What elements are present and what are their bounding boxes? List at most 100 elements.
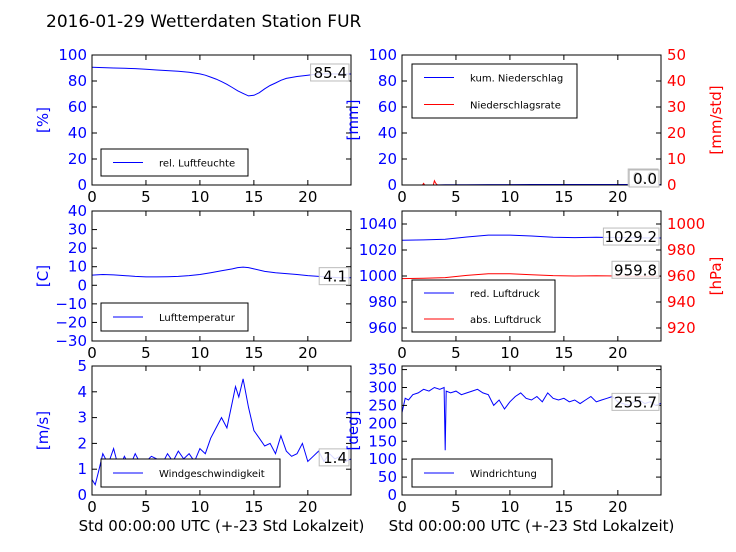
y-tick-label: 4 <box>77 383 87 401</box>
legend-entry: rel. Luftfeuchte <box>159 159 235 170</box>
y-tick-label-right: 0 <box>667 176 677 194</box>
x-tick-label: 10 <box>190 344 209 362</box>
x-tick-label: 0 <box>87 498 97 516</box>
y-tick-label: −30 <box>55 332 87 350</box>
legend-entry: abs. Luftdruck <box>470 315 541 326</box>
x-tick-label: 0 <box>87 344 97 362</box>
x-tick-label: 15 <box>244 344 263 362</box>
y-tick-label: 100 <box>368 46 397 64</box>
x-tick-label: 10 <box>190 498 209 516</box>
x-tick-label: 0 <box>397 344 407 362</box>
x-tick-label: 20 <box>608 188 627 206</box>
current-value-right: 959.8 <box>614 261 657 279</box>
y-axis-label: [mm] <box>344 100 362 141</box>
y-axis-label: [m/s] <box>34 411 52 450</box>
legend <box>100 148 249 177</box>
current-value-box <box>602 227 660 246</box>
figure-title: 2016-01-29 Wetterdaten Station FUR <box>46 12 362 32</box>
x-tick-label: 15 <box>554 344 573 362</box>
x-tick-label: 0 <box>397 498 407 516</box>
plot-frame <box>91 365 352 496</box>
x-tick-label: 20 <box>608 498 627 516</box>
y-tick-label: 300 <box>368 379 397 397</box>
x-tick-label: 20 <box>608 344 627 362</box>
y-axis-label-right: [mm/std] <box>707 85 725 154</box>
legend-entry: Windrichtung <box>470 469 537 480</box>
x-tick-label: 15 <box>554 188 573 206</box>
y-tick-label: 0 <box>77 276 87 294</box>
y-axis-label: [deg] <box>344 411 362 451</box>
y-tick-label: 1 <box>77 460 87 478</box>
legend-entry: Niederschlagsrate <box>470 101 561 112</box>
panel-wind_speed: 0 5 10 15 20 0 1 2 3 4 5 [m/s] Std 00:00:00 UTC (+-2… <box>34 357 364 535</box>
y-tick-label: 60 <box>68 98 87 116</box>
current-value-box <box>611 392 660 411</box>
x-tick-label: 5 <box>141 344 151 362</box>
y-tick-label: 20 <box>68 239 87 257</box>
x-tick-label: 15 <box>244 188 263 206</box>
y-tick-label: 3 <box>77 409 87 427</box>
x-tick-label: 10 <box>500 498 519 516</box>
panel-precipitation: 0 5 10 15 20 0 20 40 60 80 100 0 10 20 30 40 50 [mm] [mm/s… <box>344 46 725 206</box>
plot-frame <box>91 210 352 342</box>
plot-frame <box>401 365 662 496</box>
y-tick-label-right: 10 <box>667 150 686 168</box>
current-value-box <box>318 267 350 286</box>
y-tick-label: 30 <box>68 221 87 239</box>
y-tick-label: 0 <box>387 486 397 504</box>
y-tick-label: 0 <box>387 176 397 194</box>
y-tick-label: 1020 <box>359 241 397 259</box>
x-tick-label: 10 <box>190 188 209 206</box>
current-value: 85.4 <box>314 64 347 82</box>
y-axis-label: [%] <box>34 107 52 133</box>
legend-entry: Windgeschwindigkeit <box>159 469 265 480</box>
y-tick-label: 0 <box>77 486 87 504</box>
y-tick-label: 50 <box>378 468 397 486</box>
y-tick-label: 80 <box>68 72 87 90</box>
y-tick-label-right: 940 <box>667 293 696 311</box>
current-value-box <box>318 448 350 467</box>
y-tick-label: −20 <box>55 313 87 331</box>
x-tick-label: 20 <box>298 498 317 516</box>
series-line-humidity-0 <box>91 66 351 97</box>
y-tick-label: 980 <box>368 293 397 311</box>
y-tick-label: 60 <box>378 98 397 116</box>
x-tick-label: 10 <box>500 188 519 206</box>
legend <box>411 63 578 119</box>
y-tick-label-right: 980 <box>667 241 696 259</box>
x-tick-label: 0 <box>87 188 97 206</box>
x-tick-label: 5 <box>451 344 461 362</box>
y-tick-label: 100 <box>58 46 87 64</box>
y-tick-label: 40 <box>378 124 397 142</box>
y-tick-label: 250 <box>368 396 397 414</box>
current-value: 1029.2 <box>605 228 658 246</box>
y-tick-label: 150 <box>368 432 397 450</box>
current-value: 255.7 <box>614 393 657 411</box>
y-axis-label: [C] <box>34 265 52 287</box>
x-tick-label: 5 <box>141 188 151 206</box>
y-tick-label: 20 <box>378 150 397 168</box>
x-axis-label: Std 00:00:00 UTC (+-23 Std Lokalzeit) <box>389 517 675 535</box>
y-tick-label-right: 20 <box>667 124 686 142</box>
y-tick-label: 40 <box>68 124 87 142</box>
y-tick-label: 100 <box>368 450 397 468</box>
y-tick-label: 0 <box>77 176 87 194</box>
x-tick-label: 5 <box>451 188 461 206</box>
y-tick-label: 2 <box>77 434 87 452</box>
current-value-right: 0.0 <box>633 170 657 188</box>
y-tick-label-right: 50 <box>667 46 686 64</box>
y-tick-label: 1040 <box>359 215 397 233</box>
series-line-temperature-0 <box>91 266 351 279</box>
current-value-right-box <box>611 260 660 279</box>
y-tick-label: −10 <box>55 295 87 313</box>
y-tick-label-right: 40 <box>667 72 686 90</box>
y-tick-label-right: 1000 <box>667 215 705 233</box>
y-tick-label: 80 <box>378 72 397 90</box>
x-tick-label: 20 <box>298 344 317 362</box>
plot-frame <box>91 54 352 186</box>
y-tick-label: 200 <box>368 414 397 432</box>
y-tick-label: 5 <box>77 357 87 375</box>
plot-frame <box>401 54 662 186</box>
